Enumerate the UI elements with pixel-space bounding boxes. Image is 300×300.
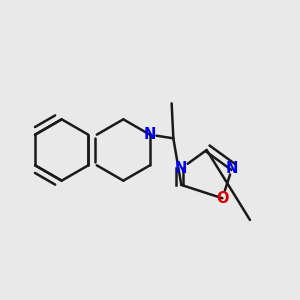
Text: N: N — [144, 127, 156, 142]
Text: N: N — [175, 161, 188, 176]
Text: O: O — [216, 191, 229, 206]
Text: N: N — [226, 161, 238, 176]
